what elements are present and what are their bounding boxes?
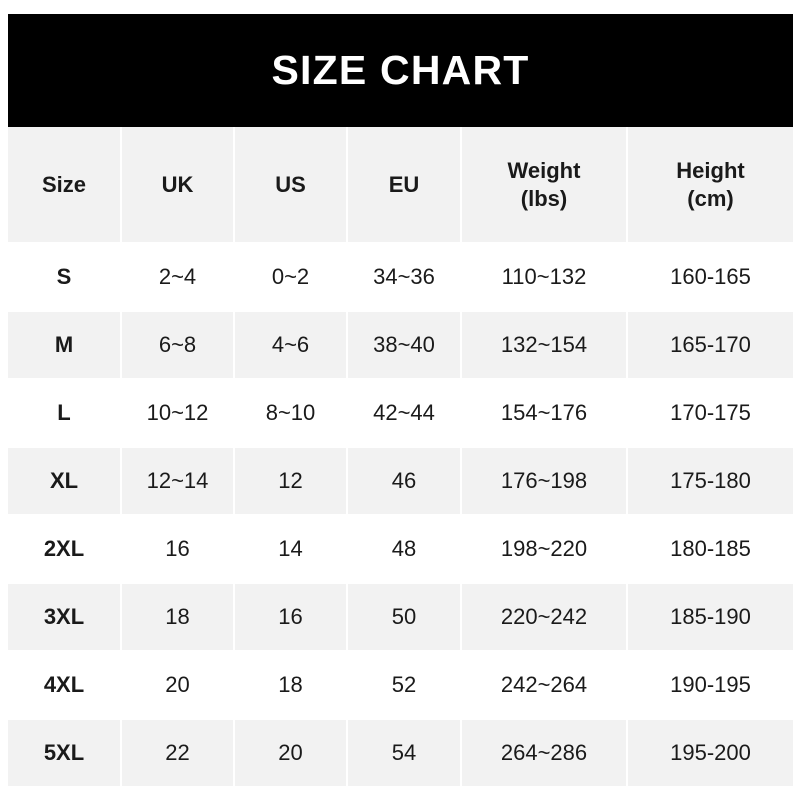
cell-eu: 54	[348, 720, 462, 788]
cell-height: 185-190	[628, 584, 793, 652]
table-row: S 2~4 0~2 34~36 110~132 160-165	[8, 244, 793, 312]
cell-height: 190-195	[628, 652, 793, 720]
column-header-weight: Weight (lbs)	[462, 127, 628, 244]
cell-uk: 10~12	[122, 380, 235, 448]
title-band: SIZE CHART	[8, 14, 793, 127]
table-body: S 2~4 0~2 34~36 110~132 160-165 M 6~8 4~…	[8, 244, 793, 788]
cell-uk: 16	[122, 516, 235, 584]
column-header-size: Size	[8, 127, 122, 244]
column-header-size-line1: Size	[41, 171, 87, 197]
table-row: 3XL 18 16 50 220~242 185-190	[8, 584, 793, 652]
cell-uk: 6~8	[122, 312, 235, 380]
cell-eu: 38~40	[348, 312, 462, 380]
column-header-weight-line1: Weight	[507, 157, 581, 183]
cell-eu: 52	[348, 652, 462, 720]
column-header-us-line1: US	[275, 171, 306, 197]
column-header-height-line1: Height	[676, 157, 745, 183]
cell-us: 14	[235, 516, 348, 584]
column-header-eu: EU	[348, 127, 462, 244]
cell-size: XL	[8, 448, 122, 516]
cell-weight: 198~220	[462, 516, 628, 584]
cell-height: 195-200	[628, 720, 793, 788]
table-row: XL 12~14 12 46 176~198 175-180	[8, 448, 793, 516]
cell-size: 5XL	[8, 720, 122, 788]
cell-us: 0~2	[235, 244, 348, 312]
cell-us: 18	[235, 652, 348, 720]
cell-us: 12	[235, 448, 348, 516]
cell-uk: 2~4	[122, 244, 235, 312]
page-title: SIZE CHART	[271, 47, 530, 93]
table-row: 4XL 20 18 52 242~264 190-195	[8, 652, 793, 720]
column-header-height-line2: (cm)	[687, 185, 734, 211]
cell-us: 16	[235, 584, 348, 652]
cell-eu: 48	[348, 516, 462, 584]
cell-size: L	[8, 380, 122, 448]
column-header-uk: UK	[122, 127, 235, 244]
size-chart-table: Size UK US EU Weight (lbs) Height (cm)	[8, 127, 793, 788]
cell-eu: 34~36	[348, 244, 462, 312]
cell-weight: 264~286	[462, 720, 628, 788]
cell-us: 20	[235, 720, 348, 788]
cell-uk: 22	[122, 720, 235, 788]
cell-us: 4~6	[235, 312, 348, 380]
cell-eu: 50	[348, 584, 462, 652]
cell-weight: 220~242	[462, 584, 628, 652]
cell-us: 8~10	[235, 380, 348, 448]
cell-weight: 110~132	[462, 244, 628, 312]
table-row: L 10~12 8~10 42~44 154~176 170-175	[8, 380, 793, 448]
cell-uk: 18	[122, 584, 235, 652]
cell-height: 165-170	[628, 312, 793, 380]
cell-size: S	[8, 244, 122, 312]
table-row: M 6~8 4~6 38~40 132~154 165-170	[8, 312, 793, 380]
cell-size: 2XL	[8, 516, 122, 584]
cell-height: 180-185	[628, 516, 793, 584]
cell-eu: 42~44	[348, 380, 462, 448]
cell-eu: 46	[348, 448, 462, 516]
cell-size: M	[8, 312, 122, 380]
column-header-uk-line1: UK	[161, 171, 194, 197]
column-header-us: US	[235, 127, 348, 244]
cell-height: 175-180	[628, 448, 793, 516]
header-row: Size UK US EU Weight (lbs) Height (cm)	[8, 127, 793, 244]
cell-uk: 12~14	[122, 448, 235, 516]
cell-height: 160-165	[628, 244, 793, 312]
table-row: 2XL 16 14 48 198~220 180-185	[8, 516, 793, 584]
column-header-height: Height (cm)	[628, 127, 793, 244]
cell-weight: 132~154	[462, 312, 628, 380]
cell-weight: 176~198	[462, 448, 628, 516]
cell-height: 170-175	[628, 380, 793, 448]
cell-size: 4XL	[8, 652, 122, 720]
cell-uk: 20	[122, 652, 235, 720]
cell-weight: 154~176	[462, 380, 628, 448]
table-header: Size UK US EU Weight (lbs) Height (cm)	[8, 127, 793, 244]
cell-weight: 242~264	[462, 652, 628, 720]
table-row: 5XL 22 20 54 264~286 195-200	[8, 720, 793, 788]
column-header-weight-line2: (lbs)	[520, 185, 568, 211]
column-header-eu-line1: EU	[388, 171, 420, 197]
cell-size: 3XL	[8, 584, 122, 652]
